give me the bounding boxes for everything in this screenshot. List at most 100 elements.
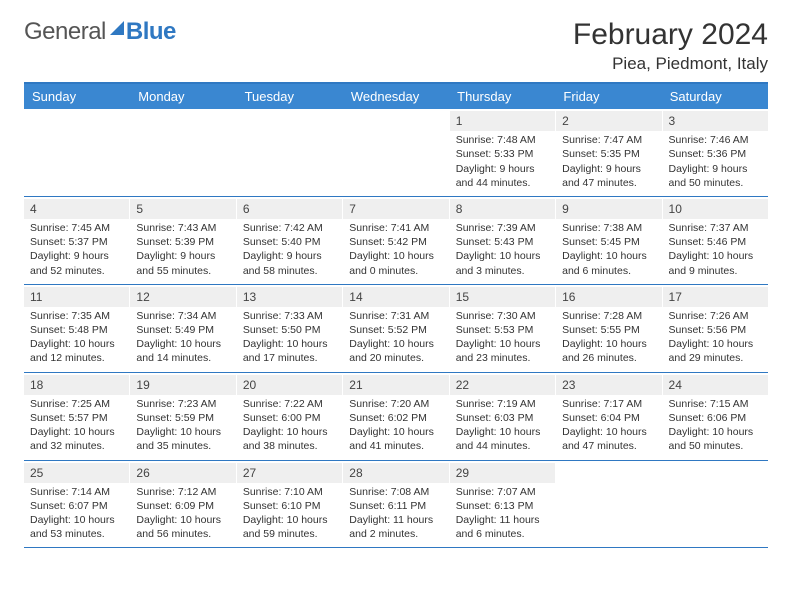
day-cell: 12Sunrise: 7:34 AMSunset: 5:49 PMDayligh… [129,285,235,372]
sunrise-text: Sunrise: 7:46 AM [669,133,762,147]
day-number: 20 [237,375,342,395]
daylight2-text: and 12 minutes. [30,351,123,365]
sunset-text: Sunset: 5:40 PM [243,235,336,249]
sunset-text: Sunset: 6:10 PM [243,499,336,513]
sunset-text: Sunset: 5:37 PM [30,235,123,249]
sunrise-text: Sunrise: 7:26 AM [669,309,762,323]
day-number: 17 [663,287,768,307]
day-header-row: Sunday Monday Tuesday Wednesday Thursday… [24,84,768,109]
day-number: 15 [450,287,555,307]
logo-word2: Blue [126,18,176,46]
daylight1-text: Daylight: 10 hours [669,425,762,439]
day-number: 13 [237,287,342,307]
day-header-mon: Monday [130,84,236,109]
day-number: 24 [663,375,768,395]
daylight2-text: and 6 minutes. [562,264,655,278]
day-number: 25 [24,463,129,483]
daylight1-text: Daylight: 10 hours [669,337,762,351]
sunrise-text: Sunrise: 7:20 AM [349,397,442,411]
sunrise-text: Sunrise: 7:08 AM [349,485,442,499]
daylight1-text: Daylight: 10 hours [349,337,442,351]
daylight1-text: Daylight: 10 hours [136,513,229,527]
sunset-text: Sunset: 5:55 PM [562,323,655,337]
sunset-text: Sunset: 6:03 PM [456,411,549,425]
week-row: 4Sunrise: 7:45 AMSunset: 5:37 PMDaylight… [24,197,768,285]
sunset-text: Sunset: 5:53 PM [456,323,549,337]
sunrise-text: Sunrise: 7:35 AM [30,309,123,323]
day-cell: 11Sunrise: 7:35 AMSunset: 5:48 PMDayligh… [24,285,129,372]
daylight1-text: Daylight: 10 hours [243,425,336,439]
day-cell: 19Sunrise: 7:23 AMSunset: 5:59 PMDayligh… [129,373,235,460]
daylight2-text: and 52 minutes. [30,264,123,278]
daylight2-text: and 29 minutes. [669,351,762,365]
sunset-text: Sunset: 6:00 PM [243,411,336,425]
day-number: 7 [343,199,448,219]
daylight1-text: Daylight: 10 hours [456,249,549,263]
day-cell: 3Sunrise: 7:46 AMSunset: 5:36 PMDaylight… [662,109,768,196]
day-number: 9 [556,199,661,219]
sunrise-text: Sunrise: 7:14 AM [30,485,123,499]
day-number: 19 [130,375,235,395]
sunrise-text: Sunrise: 7:41 AM [349,221,442,235]
sunset-text: Sunset: 5:42 PM [349,235,442,249]
sunrise-text: Sunrise: 7:39 AM [456,221,549,235]
header: General Blue February 2024 Piea, Piedmon… [24,18,768,74]
day-cell: 15Sunrise: 7:30 AMSunset: 5:53 PMDayligh… [449,285,555,372]
daylight1-text: Daylight: 10 hours [562,337,655,351]
day-cell: 1Sunrise: 7:48 AMSunset: 5:33 PMDaylight… [449,109,555,196]
day-cell [662,461,768,548]
day-number: 8 [450,199,555,219]
daylight1-text: Daylight: 11 hours [456,513,549,527]
sunset-text: Sunset: 6:13 PM [456,499,549,513]
day-cell: 16 Sunrise: 7:28 AMSunset: 5:55 PMDayligh… [555,285,661,372]
daylight1-text: Daylight: 9 hours [456,162,549,176]
day-cell: 14Sunrise: 7:31 AMSunset: 5:52 PMDayligh… [342,285,448,372]
day-cell [236,109,342,196]
week-row: 18Sunrise: 7:25 AMSunset: 5:57 PMDayligh… [24,373,768,461]
daylight2-text: and 2 minutes. [349,527,442,541]
sunset-text: Sunset: 6:04 PM [562,411,655,425]
day-cell: 25Sunrise: 7:14 AMSunset: 6:07 PMDayligh… [24,461,129,548]
daylight1-text: Daylight: 9 hours [669,162,762,176]
weeks-container: 1Sunrise: 7:48 AMSunset: 5:33 PMDaylight… [24,109,768,548]
day-cell: 29Sunrise: 7:07 AMSunset: 6:13 PMDayligh… [449,461,555,548]
daylight2-text: and 53 minutes. [30,527,123,541]
daylight2-text: and 55 minutes. [136,264,229,278]
day-cell: 5 Sunrise: 7:43 AMSunset: 5:39 PMDaylight… [129,197,235,284]
logo-triangle-icon [110,21,124,35]
day-header-fri: Friday [555,84,661,109]
day-number: 18 [24,375,129,395]
day-cell: 10Sunrise: 7:37 AMSunset: 5:46 PMDayligh… [662,197,768,284]
sunset-text: Sunset: 5:39 PM [136,235,229,249]
day-number: 27 [237,463,342,483]
daylight2-text: and 44 minutes. [456,439,549,453]
sunrise-text: Sunrise: 7:19 AM [456,397,549,411]
day-number: 12 [130,287,235,307]
daylight2-text: and 6 minutes. [456,527,549,541]
day-cell: 4Sunrise: 7:45 AMSunset: 5:37 PMDaylight… [24,197,129,284]
sunrise-text: Sunrise: 7:12 AM [136,485,229,499]
daylight2-text: and 50 minutes. [669,176,762,190]
week-row: 25Sunrise: 7:14 AMSunset: 6:07 PMDayligh… [24,461,768,549]
week-row: 11Sunrise: 7:35 AMSunset: 5:48 PMDayligh… [24,285,768,373]
sunset-text: Sunset: 5:43 PM [456,235,549,249]
daylight1-text: Daylight: 9 hours [136,249,229,263]
day-number: 5 [130,199,235,219]
day-cell [129,109,235,196]
daylight2-text: and 50 minutes. [669,439,762,453]
sunrise-text: Sunrise: 7:43 AM [136,221,229,235]
sunrise-text: Sunrise: 7:28 AM [562,309,655,323]
sunrise-text: Sunrise: 7:25 AM [30,397,123,411]
day-header-thu: Thursday [449,84,555,109]
sunrise-text: Sunrise: 7:22 AM [243,397,336,411]
daylight1-text: Daylight: 10 hours [243,513,336,527]
sunset-text: Sunset: 6:09 PM [136,499,229,513]
day-number: 16 [556,287,661,307]
sunrise-text: Sunrise: 7:47 AM [562,133,655,147]
calendar: Sunday Monday Tuesday Wednesday Thursday… [24,82,768,548]
daylight2-text: and 44 minutes. [456,176,549,190]
day-header-sat: Saturday [662,84,768,109]
sunrise-text: Sunrise: 7:34 AM [136,309,229,323]
day-cell [555,461,661,548]
sunrise-text: Sunrise: 7:48 AM [456,133,549,147]
